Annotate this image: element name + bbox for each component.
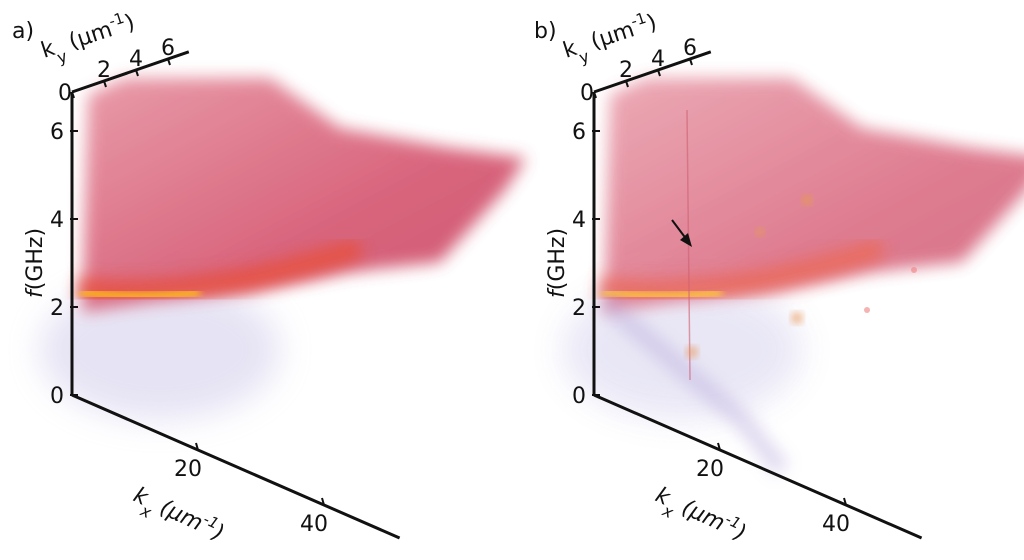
- tick-label: 6: [683, 36, 697, 61]
- label-part: (µm: [581, 17, 637, 57]
- label-part: (GHz): [23, 228, 48, 290]
- label-part: (GHz): [545, 228, 570, 290]
- tick-label: 6: [50, 120, 64, 145]
- axis-label: f(GHz): [545, 228, 570, 298]
- kx-axis: [594, 395, 922, 538]
- tick-label: 0: [50, 384, 64, 409]
- label-part: (µm: [672, 492, 729, 536]
- tick-label: 0: [58, 81, 72, 106]
- axis-label: ky (µm-1): [559, 6, 662, 71]
- panel-label: b): [534, 19, 557, 44]
- tick-label: 2: [97, 58, 111, 83]
- tick-label: 4: [651, 47, 665, 72]
- panel-a-volume: [40, 78, 526, 420]
- tick-label: 6: [161, 36, 175, 61]
- figure: a)024602462040ky (µm-1)f(GHz)kx (µm-1)b)…: [0, 0, 1024, 560]
- tick-label: 0: [580, 81, 594, 106]
- axis-label: ky (µm-1): [37, 6, 140, 71]
- label-part: (µm: [59, 17, 115, 57]
- tick-label: 0: [572, 384, 586, 409]
- panel-label: a): [12, 19, 34, 44]
- axis-label: f(GHz): [23, 228, 48, 298]
- tick-label: 2: [619, 58, 633, 83]
- kx-axis: [72, 395, 400, 538]
- axis-label: kx (µm-1): [648, 479, 751, 553]
- tick-label: 4: [572, 208, 586, 233]
- tick-label: 2: [50, 296, 64, 321]
- tick-label: 4: [129, 47, 143, 72]
- tick-label: 20: [174, 457, 202, 482]
- tick-label: 2: [572, 296, 586, 321]
- tick-label: 40: [822, 512, 850, 537]
- axis-label: kx (µm-1): [126, 479, 229, 553]
- tick-label: 40: [300, 512, 328, 537]
- label-part: (µm: [150, 492, 207, 536]
- tick-label: 20: [696, 457, 724, 482]
- tick-label: 4: [50, 208, 64, 233]
- tick-label: 6: [572, 120, 586, 145]
